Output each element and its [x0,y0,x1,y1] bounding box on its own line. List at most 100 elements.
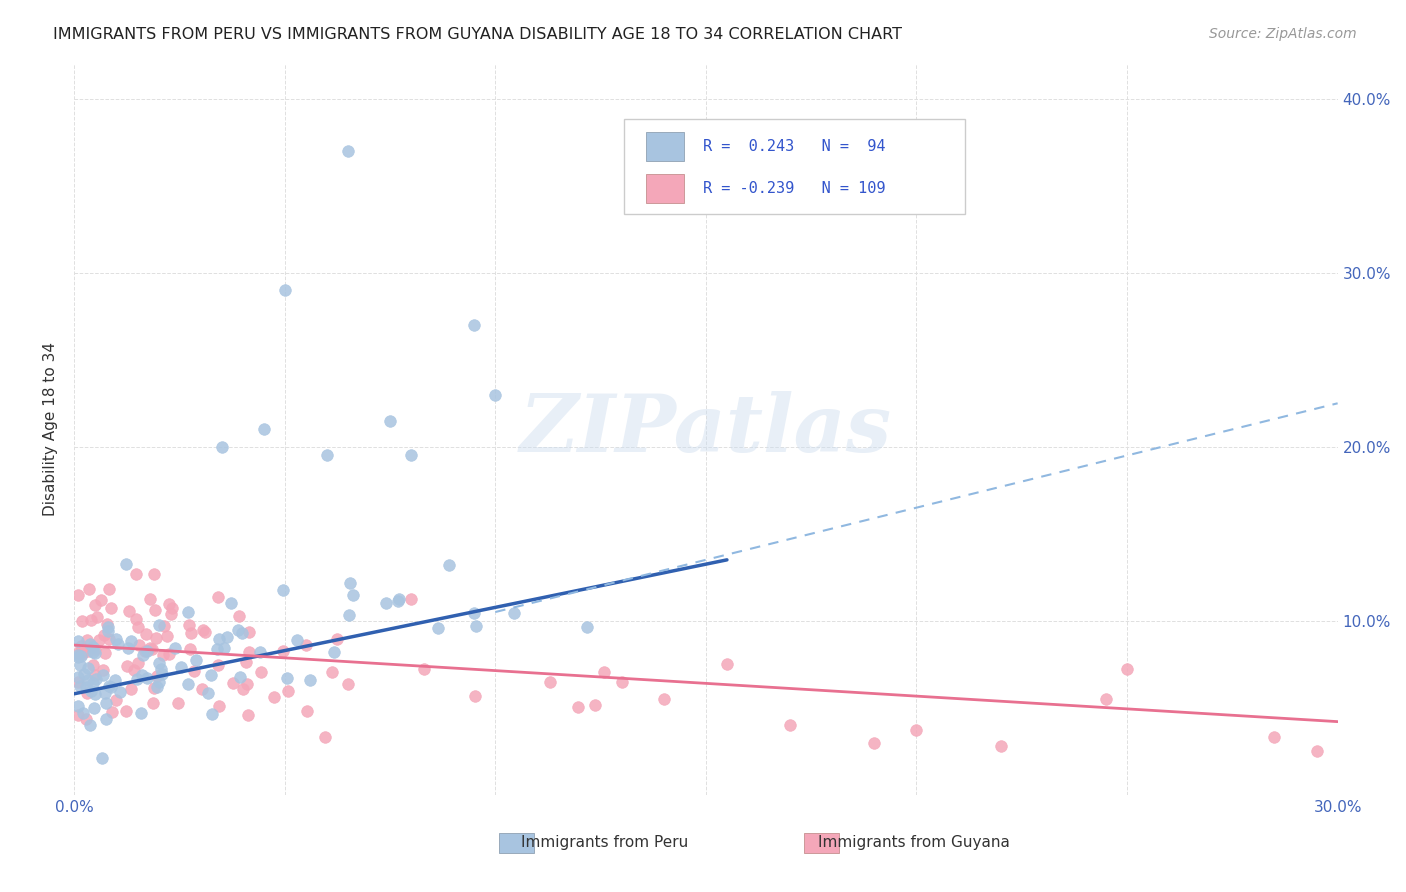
Point [100,601,122,615]
Point [127,620,149,634]
Point [716,657,738,672]
Point [142,566,165,581]
Point [148,618,170,632]
Point [463,607,485,621]
Point [77,661,100,675]
Point [1305,744,1327,758]
Point [160,607,183,621]
Point [207,590,229,604]
Point [115,557,138,571]
Point [143,681,166,695]
Point [342,588,364,602]
Point [191,681,214,696]
Point [129,706,152,721]
Point [67,588,90,602]
Point [118,604,141,618]
Point [157,597,180,611]
Point [124,612,146,626]
Bar [804,833,839,853]
Point [538,675,561,690]
Point [208,699,231,714]
Point [70,645,93,659]
Point [217,630,239,644]
Point [235,656,257,670]
Point [79,718,101,732]
Point [70,647,93,661]
Point [235,677,257,691]
Point [905,723,928,738]
Point [84,672,107,686]
Point [399,449,422,463]
Point [120,633,142,648]
Point [108,685,131,699]
Point [184,653,207,667]
Point [105,692,128,706]
Point [295,638,318,652]
Point [97,620,120,634]
Point [136,644,159,658]
Point [273,283,295,297]
Point [160,601,183,615]
Point [315,449,337,463]
Point [125,567,148,582]
Point [67,646,90,660]
Point [399,592,422,607]
Point [250,665,273,679]
Point [177,605,200,619]
Point [183,664,205,678]
Point [101,706,124,720]
Point [94,712,117,726]
Point [83,687,105,701]
Bar [647,174,685,202]
Point [201,706,224,721]
Text: ZIPatlas: ZIPatlas [520,391,891,468]
Point [131,668,153,682]
Point [299,673,322,688]
Point [77,673,100,688]
FancyBboxPatch shape [624,119,965,214]
Point [70,643,93,657]
Point [321,665,343,679]
Point [177,677,200,691]
Point [326,632,349,646]
Point [127,672,149,686]
Point [135,627,157,641]
Point [97,624,120,638]
Point [150,667,173,681]
Text: IMMIGRANTS FROM PERU VS IMMIGRANTS FROM GUYANA DISABILITY AGE 18 TO 34 CORRELATI: IMMIGRANTS FROM PERU VS IMMIGRANTS FROM … [53,27,903,42]
Point [177,617,200,632]
Point [226,623,249,637]
Point [236,708,259,723]
Point [375,596,398,610]
Point [93,628,115,642]
Point [93,686,115,700]
Point [115,659,138,673]
Point [179,641,201,656]
Point [336,677,359,691]
Point [194,624,217,639]
Point [67,698,90,713]
Point [314,730,336,744]
Point [105,632,128,647]
Point [77,582,100,596]
Point [90,593,112,607]
Point [276,671,298,685]
Point [70,614,93,628]
Point [207,658,229,673]
Point [652,692,675,706]
Point [69,679,91,693]
Point [69,657,91,672]
Point [297,704,319,718]
Point [84,599,107,613]
Point [238,624,260,639]
Point [263,690,285,704]
Point [180,626,202,640]
Point [503,606,526,620]
Point [146,681,169,695]
Point [592,665,614,680]
Point [142,696,165,710]
Point [127,656,149,670]
Point [76,686,98,700]
Point [464,690,486,704]
Point [336,144,359,158]
